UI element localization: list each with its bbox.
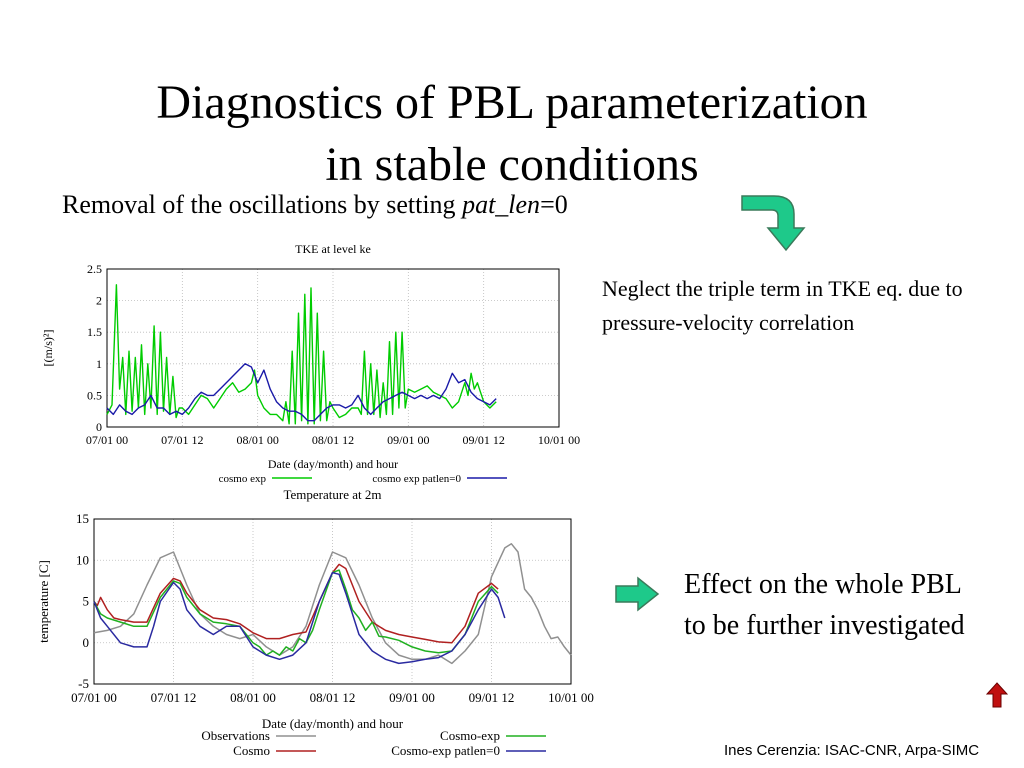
chart-1-x-tick-label: 08/01 00: [236, 433, 278, 447]
chart-2-series-observations: [93, 543, 572, 665]
chart-2-y-tick-label: 0: [83, 635, 90, 650]
chart-2-x-tick-label: 07/01 00: [71, 690, 117, 705]
chart-1-y-tick-label: 0.5: [87, 388, 102, 402]
arrow-right-icon: [615, 576, 660, 612]
chart-2-legend-label: Cosmo: [233, 743, 270, 758]
temperature-chart: Temperature at 2m -5 0 5 10 15 07/01 00 07/01 1…: [36, 488, 594, 758]
chart-1-x-tick-label: 07/01 00: [86, 433, 128, 447]
chart-2-series-cosmo-exp: [93, 569, 499, 656]
chart-1-x-tick-label: 09/01 12: [462, 433, 504, 447]
chart-2-x-tick-label: 07/01 12: [151, 690, 197, 705]
chart-2-series-cosmo-exp-patlen-0: [93, 571, 506, 665]
arrow-up-icon[interactable]: [986, 682, 1008, 708]
chart-1-y-axis-label: [(m/s)²]: [41, 330, 55, 367]
note-neglect-triple-term: Neglect the triple term in TKE eq. due t…: [602, 276, 963, 335]
slide-title: Diagnostics of PBL parameterization in s…: [0, 72, 1024, 196]
chart-2-x-tick-label: 09/01 00: [389, 690, 435, 705]
chart-1-x-tick-label: 08/01 12: [312, 433, 354, 447]
chart-2-x-tick-label: 08/01 12: [310, 690, 356, 705]
chart-1-title: TKE at level ke: [295, 242, 371, 256]
chart-2-x-tick-label: 10/01 00: [548, 690, 594, 705]
chart-2-y-axis-label: temperature [C]: [36, 560, 51, 643]
chart-1-x-tick-label: 07/01 12: [161, 433, 203, 447]
subtitle-param: pat_len: [462, 190, 541, 219]
chart-2-x-axis-label: Date (day/month) and hour: [262, 716, 404, 731]
chart-1-y-tick-label: 2: [96, 294, 102, 308]
chart-1-x-axis-label: Date (day/month) and hour: [268, 457, 398, 471]
chart-2-series-cosmo: [93, 563, 499, 644]
tke-chart: TKE at level ke 0 0.5 1 1.5 2 2.5 07/01 00 07/01…: [41, 242, 580, 485]
chart-2-legend-label: Observations: [201, 728, 270, 743]
author-credit: Ines Cerenzia: ISAC-CNR, Arpa-SIMC: [724, 742, 980, 759]
chart-1-y-tick-label: 1: [96, 357, 102, 371]
chart-1-series-cosmo-exp: [106, 284, 497, 425]
chart-2-legend-label: Cosmo-exp patlen=0: [391, 743, 500, 758]
note-effect-pbl: Effect on the whole PBL to be further in…: [684, 569, 965, 641]
chart-1-plot-frame: [106, 268, 560, 428]
slide-title-line1: Diagnostics of PBL parameterization: [156, 76, 868, 129]
chart-1-legend-label: cosmo exp patlen=0: [372, 473, 461, 485]
chart-1-y-tick-label: 1.5: [87, 325, 102, 339]
chart-1-x-tick-label: 09/01 00: [387, 433, 429, 447]
chart-2-x-tick-label: 08/01 00: [230, 690, 276, 705]
chart-1-legend-label: cosmo exp: [219, 473, 267, 485]
chart-2-title: Temperature at 2m: [284, 488, 382, 502]
curved-arrow-down-icon: [741, 195, 806, 252]
chart-2-legend-label: Cosmo-exp: [440, 728, 500, 743]
chart-2-x-tick-label: 09/01 12: [469, 690, 515, 705]
chart-1-series-cosmo-exp-patlen-0: [106, 363, 497, 422]
subtitle-suffix: =0: [540, 190, 568, 219]
chart-2-y-tick-label: -5: [78, 676, 89, 691]
slide-title-line2: in stable conditions: [325, 138, 699, 191]
chart-1-x-tick-label: 10/01 00: [538, 433, 580, 447]
chart-2-y-tick-label: 5: [83, 594, 90, 609]
subtitle-prefix: Removal of the oscillations by setting: [62, 190, 463, 219]
chart-2-y-tick-label: 10: [76, 552, 89, 567]
chart-1-y-tick-label: 0: [96, 420, 102, 434]
chart-1-y-tick-label: 2.5: [87, 262, 102, 276]
chart-2-y-tick-label: 15: [76, 511, 89, 526]
subtitle: Removal of the oscillations by setting p…: [62, 190, 568, 220]
